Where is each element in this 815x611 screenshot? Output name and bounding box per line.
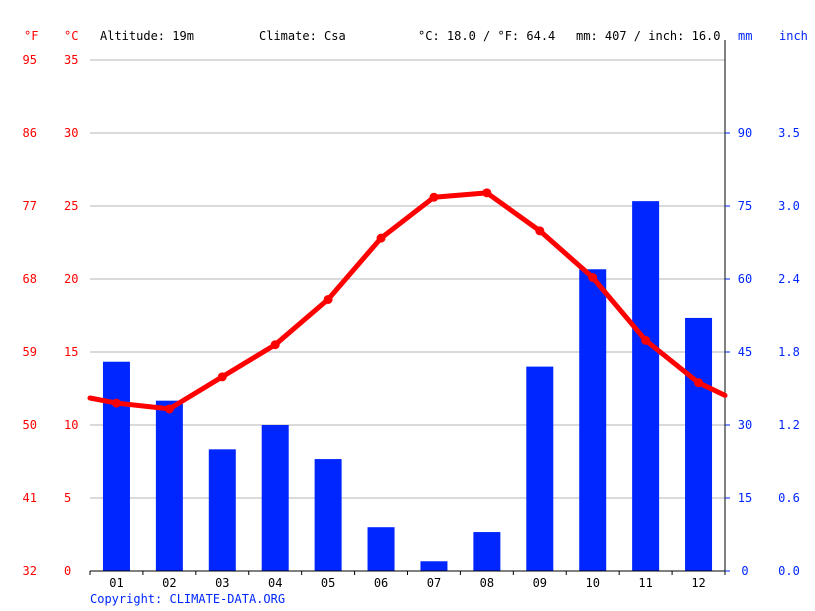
altitude-label: Altitude: 19m	[100, 29, 194, 43]
fahrenheit-tick-label: 41	[23, 491, 37, 505]
axis-labels: 32 0 41 5 50 10 59 15 68 20 77 25 86 30 95 35 01 02 03 04 05…	[23, 53, 800, 590]
inch-tick-label: 0.0	[778, 564, 800, 578]
inch-tick-label: 3.5	[778, 126, 800, 140]
precipitation-bar	[155, 400, 183, 571]
month-tick-label: 08	[480, 576, 494, 590]
precipitation-bar	[208, 449, 236, 571]
temperature-average-label: °C: 18.0 / °F: 64.4	[418, 29, 555, 43]
inch-tick-label: 0.6	[778, 491, 800, 505]
celsius-tick-label: 5	[64, 491, 71, 505]
precipitation-bar	[314, 459, 342, 571]
precipitation-bar	[102, 361, 130, 571]
month-tick-label: 12	[691, 576, 705, 590]
precipitation-bar	[579, 269, 607, 571]
temperature-polyline	[87, 190, 728, 412]
celsius-tick-label: 25	[64, 199, 78, 213]
month-tick-label: 04	[268, 576, 282, 590]
precipitation-total-label: mm: 407 / inch: 16.0	[576, 29, 721, 43]
mm-tick-label: 75	[738, 199, 752, 213]
month-tick-label: 06	[374, 576, 388, 590]
mm-tick-label: 60	[738, 272, 752, 286]
month-tick-label: 11	[638, 576, 652, 590]
climate-label: Climate: Csa	[259, 29, 346, 43]
mm-tick-label: 30	[738, 418, 752, 432]
temperature-point	[111, 398, 121, 408]
inch-tick-label: 1.2	[778, 418, 800, 432]
month-tick-label: 01	[109, 576, 123, 590]
inch-tick-label: 1.8	[778, 345, 800, 359]
fahrenheit-tick-label: 77	[23, 199, 37, 213]
temperature-point	[217, 372, 227, 382]
axes	[89, 40, 730, 575]
celsius-tick-label: 30	[64, 126, 78, 140]
celsius-tick-label: 35	[64, 53, 78, 67]
fahrenheit-tick-label: 86	[23, 126, 37, 140]
mm-tick-label: 0	[741, 564, 748, 578]
precipitation-bar	[526, 366, 554, 571]
precipitation-bar	[685, 317, 713, 571]
temperature-point	[588, 273, 598, 283]
precipitation-bar	[420, 561, 448, 571]
fahrenheit-unit-label: °F	[24, 29, 38, 43]
mm-tick-label: 90	[738, 126, 752, 140]
inch-tick-label: 3.0	[778, 199, 800, 213]
celsius-tick-label: 20	[64, 272, 78, 286]
fahrenheit-tick-label: 50	[23, 418, 37, 432]
inch-tick-label: 2.4	[778, 272, 800, 286]
temperature-point	[376, 233, 386, 243]
month-tick-label: 03	[215, 576, 229, 590]
fahrenheit-tick-label: 68	[23, 272, 37, 286]
month-tick-label: 10	[585, 576, 599, 590]
month-tick-label: 07	[427, 576, 441, 590]
temperature-point	[429, 192, 439, 202]
month-tick-label: 05	[321, 576, 335, 590]
mm-tick-label: 45	[738, 345, 752, 359]
temperature-point	[535, 226, 545, 236]
celsius-tick-label: 0	[64, 564, 71, 578]
fahrenheit-tick-label: 32	[23, 564, 37, 578]
month-tick-label: 02	[162, 576, 176, 590]
temperature-point	[482, 188, 492, 198]
temperature-point	[694, 378, 704, 388]
temperature-point	[164, 404, 174, 414]
celsius-tick-label: 10	[64, 418, 78, 432]
fahrenheit-tick-label: 95	[23, 53, 37, 67]
celsius-unit-label: °C	[64, 29, 78, 43]
precipitation-bar	[261, 425, 289, 571]
mm-unit-label: mm	[738, 29, 752, 43]
mm-tick-label: 15	[738, 491, 752, 505]
precipitation-bar	[367, 527, 395, 571]
month-tick-label: 09	[533, 576, 547, 590]
gridlines	[90, 59, 725, 572]
precipitation-bars	[102, 201, 713, 571]
inch-unit-label: inch	[779, 29, 808, 43]
precipitation-bar	[473, 532, 501, 571]
temperature-point	[323, 294, 333, 304]
celsius-tick-label: 15	[64, 345, 78, 359]
copyright-label: Copyright: CLIMATE-DATA.ORG	[90, 592, 285, 606]
temperature-point	[270, 340, 280, 350]
temperature-line	[87, 188, 728, 414]
temperature-point	[641, 335, 651, 345]
fahrenheit-tick-label: 59	[23, 345, 37, 359]
precipitation-bar	[632, 201, 660, 571]
